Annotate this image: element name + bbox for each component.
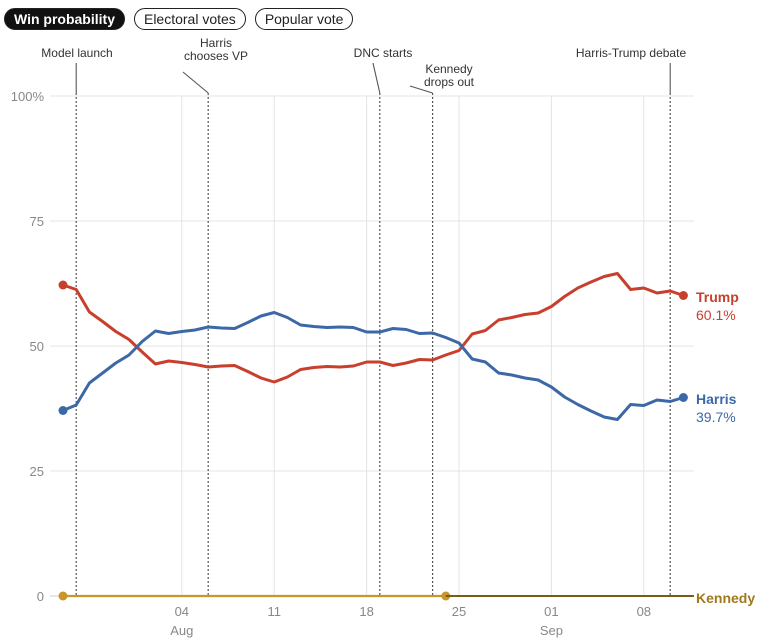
series-line-trump <box>61 272 685 384</box>
series-name-label-trump: Trump <box>696 289 739 305</box>
event-leader-line <box>372 62 381 94</box>
series-line-harris <box>61 311 685 421</box>
series-value-label-trump: 60.1% <box>696 307 736 323</box>
tab-electoral-votes[interactable]: Electoral votes <box>133 8 246 30</box>
x-tick-label: 08 <box>637 604 651 619</box>
event-leader-line <box>409 85 433 94</box>
series-start-point-harris <box>58 406 68 415</box>
y-tick-label: 25 <box>30 464 44 479</box>
series-start-point-trump <box>58 280 68 290</box>
event-annotation-label: DNC starts <box>354 46 413 60</box>
y-tick-label: 75 <box>30 214 44 229</box>
x-tick-label: 25 <box>452 604 466 619</box>
event-leader-line <box>182 71 209 94</box>
tab-popular-vote[interactable]: Popular vote <box>254 8 354 30</box>
event-annotation-label: Harris <box>200 36 232 50</box>
series-name-label-harris: Harris <box>696 391 737 407</box>
series-name-label-kennedy: Kennedy <box>696 590 755 606</box>
series-end-point-harris <box>678 393 688 402</box>
x-tick-label: 11 <box>267 604 281 619</box>
x-tick-label: 04 <box>175 604 189 619</box>
event-annotation-label: Harris-Trump debate <box>576 46 687 60</box>
event-annotation-label: drops out <box>424 75 475 89</box>
tab-win-probability[interactable]: Win probability <box>4 8 125 30</box>
event-annotation-label: chooses VP <box>184 49 248 63</box>
x-tick-month-label: Sep <box>540 623 563 638</box>
y-tick-label: 100% <box>11 89 45 104</box>
view-tabs: Win probability Electoral votes Popular … <box>4 8 354 30</box>
x-tick-label: 01 <box>544 604 558 619</box>
series-value-label-harris: 39.7% <box>696 409 736 425</box>
series-start-point-kennedy <box>58 591 68 601</box>
x-tick-month-label: Aug <box>170 623 193 638</box>
y-tick-label: 50 <box>30 339 44 354</box>
event-annotation-label: Kennedy <box>425 62 472 76</box>
series-end-point-trump <box>678 291 688 300</box>
y-tick-label: 0 <box>37 589 44 604</box>
x-tick-label: 18 <box>359 604 373 619</box>
event-annotation-label: Model launch <box>41 46 112 60</box>
